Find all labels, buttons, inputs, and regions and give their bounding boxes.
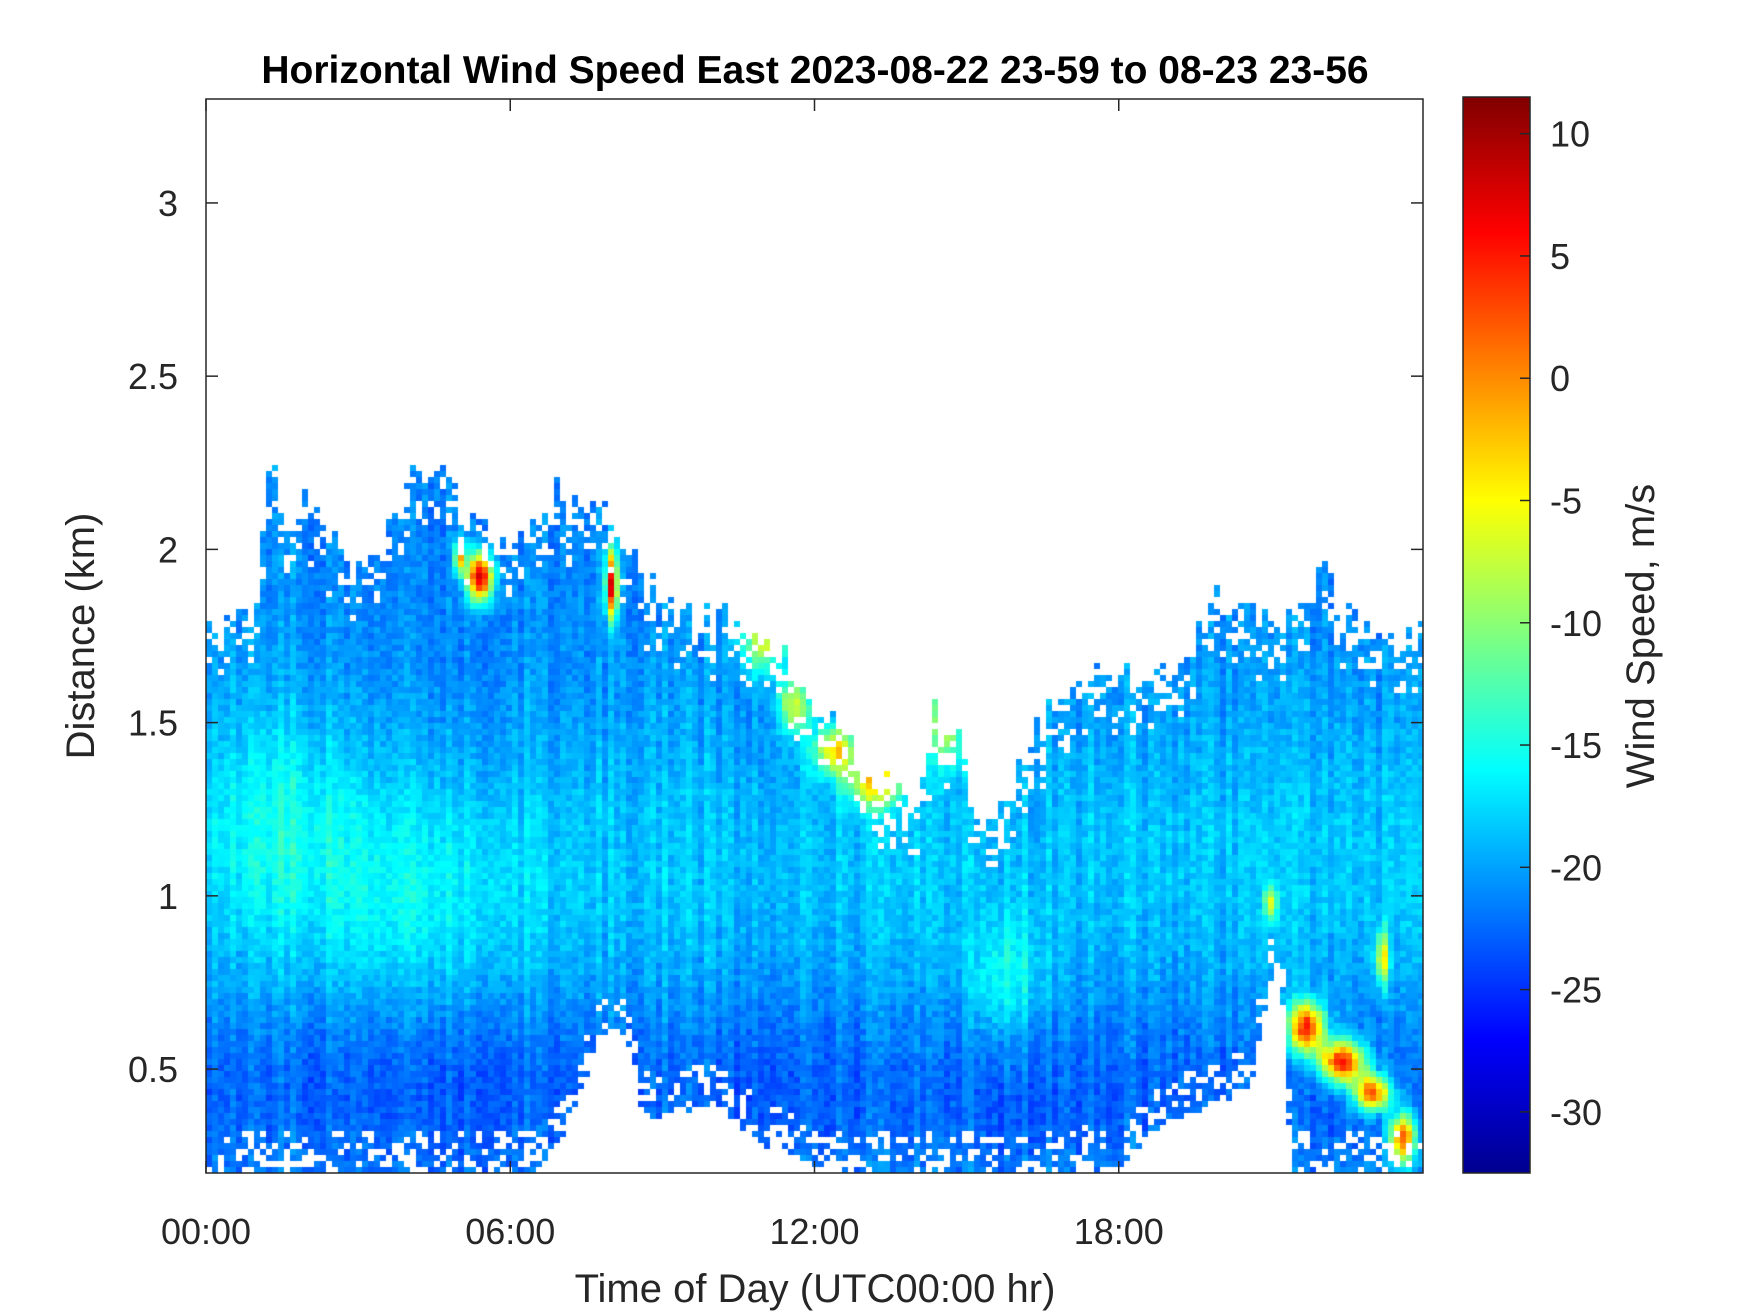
x-tick-label: 00:00	[161, 1211, 251, 1252]
chart-title: Horizontal Wind Speed East 2023-08-22 23…	[261, 49, 1368, 92]
y-tick-label: 2.5	[128, 356, 178, 397]
colorbar-tick-label: 0	[1550, 358, 1570, 399]
colorbar	[1462, 96, 1531, 1174]
y-axis: 0.5 1 1.5 2 2.5 3	[128, 183, 1423, 1090]
colorbar-tick-label: -5	[1550, 481, 1582, 522]
x-tick-label: 18:00	[1074, 1211, 1164, 1252]
y-tick-label: 1	[158, 876, 178, 917]
y-tick-label: 3	[158, 183, 178, 224]
colorbar-tick-label: -25	[1550, 970, 1602, 1011]
colorbar-tick-label: -30	[1550, 1092, 1602, 1133]
y-tick-label: 2	[158, 529, 178, 570]
x-tick-label: 12:00	[769, 1211, 859, 1252]
x-axis-label: Time of Day (UTC00:00 hr)	[575, 1267, 1056, 1311]
colorbar-axis: -30 -25 -20 -15 -10 -5 0 5 10	[1520, 114, 1602, 1133]
colorbar-label: Wind Speed, m/s	[1619, 484, 1663, 789]
colorbar-tick-label: -15	[1550, 725, 1602, 766]
colorbar-tick-label: 5	[1550, 236, 1570, 277]
colorbar-tick-label: 10	[1550, 114, 1590, 155]
colorbar-tick-label: -20	[1550, 847, 1602, 888]
y-tick-label: 1.5	[128, 703, 178, 744]
plot-area	[206, 99, 1423, 1173]
x-tick-label: 06:00	[465, 1211, 555, 1252]
x-axis: 00:00 06:00 12:00 18:00	[161, 99, 1164, 1252]
y-axis-label: Distance (km)	[59, 513, 103, 760]
colorbar-tick-label: -10	[1550, 603, 1602, 644]
y-tick-label: 0.5	[128, 1049, 178, 1090]
heatmap-cells	[206, 99, 1423, 1173]
